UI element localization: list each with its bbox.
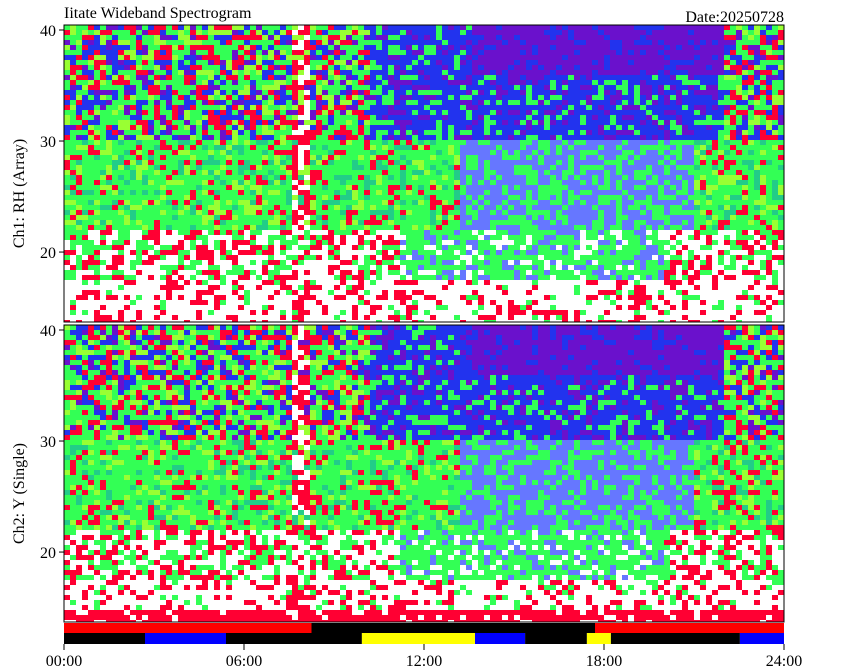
chart-title: Iitate Wideband Spectrogram <box>64 5 252 22</box>
status-segment <box>610 633 740 644</box>
y-tick-label: 20 <box>40 545 56 562</box>
status-segment <box>475 633 526 644</box>
status-segment <box>739 633 784 644</box>
y-axis-label: Ch1: RH (Array) <box>11 139 28 248</box>
y-tick-label: 30 <box>40 134 56 151</box>
status-segment <box>311 623 595 633</box>
y-tick-label: 40 <box>40 323 56 340</box>
panel-frame <box>63 324 785 623</box>
status-segment <box>361 633 475 644</box>
chart-date: Date:20250728 <box>685 9 784 26</box>
x-tick-label: 12:00 <box>406 653 442 668</box>
status-segment <box>145 633 226 644</box>
x-tick-label: 24:00 <box>766 653 802 668</box>
y-axis-label: Ch2: Y (Single) <box>11 443 28 544</box>
y-tick-label: 20 <box>40 245 56 262</box>
status-segment <box>586 633 611 644</box>
panel-frame <box>63 24 785 323</box>
y-tick-label: 30 <box>40 434 56 451</box>
status-segment <box>595 623 784 633</box>
x-tick-label: 06:00 <box>226 653 262 668</box>
spectrogram <box>64 25 784 622</box>
x-tick-label: 18:00 <box>586 653 622 668</box>
status-segment <box>525 633 587 644</box>
x-tick-label: 00:00 <box>46 653 82 668</box>
status-segment <box>226 633 362 644</box>
y-tick-label: 40 <box>40 23 56 40</box>
status-segment <box>64 623 312 633</box>
status-segment <box>64 633 145 644</box>
